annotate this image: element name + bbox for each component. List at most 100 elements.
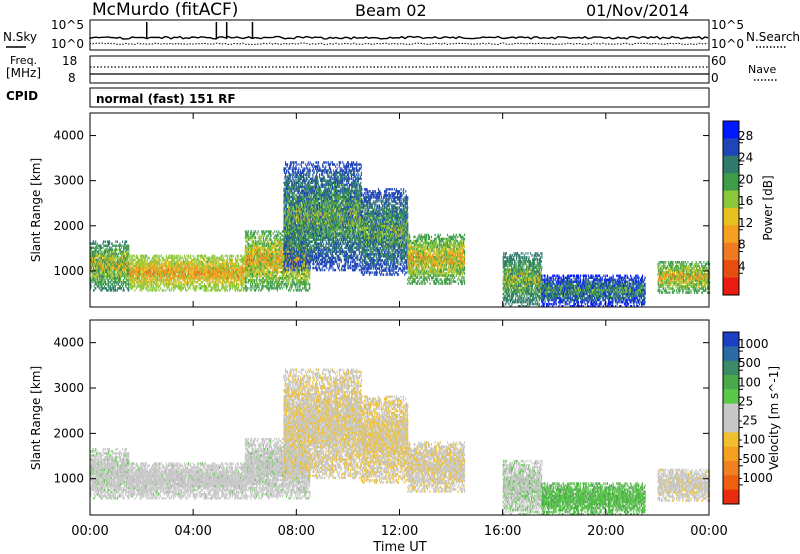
power-cell xyxy=(270,277,272,280)
power-cell xyxy=(152,289,154,292)
power-cell xyxy=(226,289,228,292)
power-cell xyxy=(150,258,152,262)
power-cell xyxy=(164,274,166,278)
power-cell xyxy=(101,268,103,272)
power-cell xyxy=(115,252,117,256)
power-cell xyxy=(96,272,98,276)
power-cell xyxy=(115,268,117,272)
power-cell xyxy=(182,270,184,274)
power-cell xyxy=(152,279,155,282)
power-cell xyxy=(195,281,197,284)
power-cell xyxy=(109,272,111,276)
power-cell xyxy=(90,254,92,258)
power-cell xyxy=(174,277,176,280)
power-cell xyxy=(91,258,93,262)
power-cell xyxy=(184,283,186,286)
power-cell xyxy=(230,281,232,284)
power-cell xyxy=(258,283,260,286)
power-cell xyxy=(163,289,165,292)
power-cell xyxy=(173,266,175,270)
power-cell xyxy=(99,274,101,278)
power-cell xyxy=(189,262,191,266)
power-cell xyxy=(165,264,167,268)
power-cell xyxy=(141,283,143,286)
power-cell xyxy=(156,279,158,282)
power-cell xyxy=(178,260,180,264)
power-cell xyxy=(111,272,113,276)
cpid-text: normal (fast) 151 RF xyxy=(96,92,236,106)
power-cell xyxy=(186,285,189,288)
power-cell xyxy=(139,262,141,266)
power-cell xyxy=(147,274,149,278)
power-cell xyxy=(181,262,183,266)
power-cell xyxy=(197,254,199,258)
power-cell xyxy=(102,279,104,282)
power-cell xyxy=(97,254,99,258)
power-cell xyxy=(119,258,121,262)
power-cell xyxy=(122,289,124,292)
power-cell xyxy=(172,256,174,260)
noise-left-tick-bottom: 10^0 xyxy=(51,37,84,51)
power-cell xyxy=(124,270,126,274)
power-cell xyxy=(288,281,290,284)
power-cell xyxy=(136,264,138,268)
power-cell xyxy=(169,279,171,282)
power-cell xyxy=(121,274,123,278)
power-cell xyxy=(161,256,163,260)
power-cell xyxy=(95,256,97,260)
power-cell xyxy=(156,277,158,280)
power-cell xyxy=(108,250,110,254)
power-cell xyxy=(90,242,92,245)
power-cell xyxy=(94,283,96,286)
power-cell xyxy=(119,250,121,254)
power-cell xyxy=(95,287,97,290)
power-cell xyxy=(109,242,111,245)
power-cell xyxy=(211,287,213,290)
power-cell xyxy=(91,279,93,282)
power-cell xyxy=(163,258,165,262)
power-cell xyxy=(95,268,97,272)
power-cell xyxy=(155,287,157,290)
power-cell xyxy=(160,277,162,280)
power-cell xyxy=(121,268,124,272)
power-cell xyxy=(131,254,133,258)
power-cell xyxy=(90,252,92,256)
power-cell xyxy=(109,268,111,272)
power-cell xyxy=(127,287,129,290)
power-cell xyxy=(167,277,169,280)
power-cell xyxy=(127,256,129,260)
power-cell xyxy=(184,287,187,290)
power-cell xyxy=(96,242,98,245)
power-cell xyxy=(259,242,261,245)
power-cell xyxy=(199,283,201,286)
power-cell xyxy=(97,285,99,288)
power-cell xyxy=(147,277,149,280)
power-cell xyxy=(125,283,127,286)
power-cell xyxy=(139,287,141,290)
power-cell xyxy=(94,277,96,280)
power-cell xyxy=(275,234,277,237)
power-cell xyxy=(98,248,100,251)
power-cell xyxy=(90,258,92,262)
power-cell xyxy=(183,264,185,268)
power-cell xyxy=(164,279,166,282)
power-cell xyxy=(122,258,124,262)
power-cell xyxy=(94,272,96,276)
power-cell xyxy=(140,258,142,262)
power-cell xyxy=(153,281,156,284)
power-cell xyxy=(151,285,153,288)
power-cell xyxy=(151,262,153,266)
power-cell xyxy=(118,262,121,266)
power-cell xyxy=(149,279,151,282)
power-cell xyxy=(248,250,250,254)
power-cell xyxy=(122,254,124,258)
power-cell xyxy=(104,254,107,258)
power-cell xyxy=(116,283,118,286)
power-cell xyxy=(155,283,157,286)
power-cell xyxy=(129,264,131,268)
power-cell xyxy=(129,272,131,276)
power-cell xyxy=(178,256,180,260)
power-cell xyxy=(109,240,111,243)
power-cell xyxy=(105,250,107,254)
power-cell xyxy=(115,240,117,243)
